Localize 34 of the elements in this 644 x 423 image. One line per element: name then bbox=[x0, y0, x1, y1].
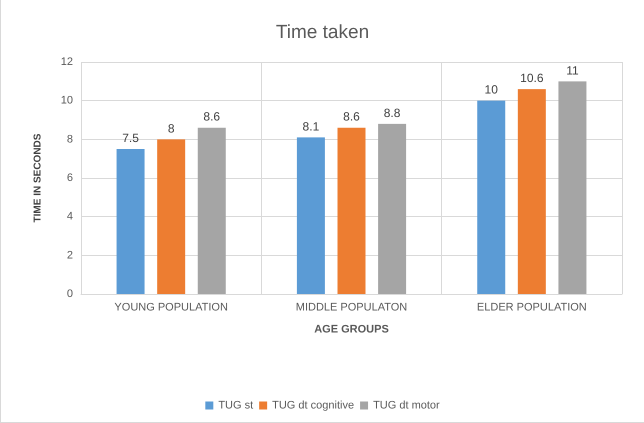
legend-label: TUG dt motor bbox=[373, 400, 440, 412]
x-axis-title: AGE GROUPS bbox=[314, 324, 389, 336]
data-label: 10.6 bbox=[520, 71, 544, 86]
bar bbox=[338, 128, 366, 294]
data-label: 8.1 bbox=[302, 119, 320, 134]
bar bbox=[378, 124, 406, 294]
y-tick-label: 12 bbox=[60, 56, 73, 68]
bar bbox=[296, 137, 325, 294]
y-tick-label: 6 bbox=[66, 172, 73, 184]
bar bbox=[477, 100, 506, 294]
legend-label: TUG dt cognitive bbox=[272, 400, 354, 412]
y-axis-title: TIME IN SECONDS bbox=[32, 133, 44, 222]
x-tick-label: ELDER POPULATION bbox=[476, 302, 587, 314]
data-label: 8.6 bbox=[343, 110, 360, 124]
data-label: 8 bbox=[168, 121, 175, 136]
x-tick-label: MIDDLE POPULATON bbox=[296, 302, 408, 314]
bar bbox=[198, 128, 226, 294]
y-tick-label: 2 bbox=[66, 249, 73, 262]
x-tick-label: YOUNG POPULATION bbox=[114, 302, 228, 314]
data-label: 7.5 bbox=[122, 131, 140, 145]
y-tick-label: 8 bbox=[66, 133, 73, 146]
bar bbox=[558, 81, 586, 294]
y-tick-label: 4 bbox=[66, 210, 73, 223]
data-label: 8.8 bbox=[384, 106, 401, 120]
bar bbox=[157, 139, 186, 294]
y-tick-label: 10 bbox=[60, 94, 73, 107]
chart-title: Time taken bbox=[276, 22, 370, 43]
legend-label: TUG st bbox=[218, 400, 254, 412]
data-label: 10 bbox=[484, 82, 498, 97]
bar bbox=[518, 89, 546, 294]
data-label: 11 bbox=[566, 63, 579, 78]
data-label: 8.6 bbox=[203, 110, 220, 124]
bar bbox=[116, 149, 145, 294]
y-tick-label: 0 bbox=[66, 288, 73, 300]
